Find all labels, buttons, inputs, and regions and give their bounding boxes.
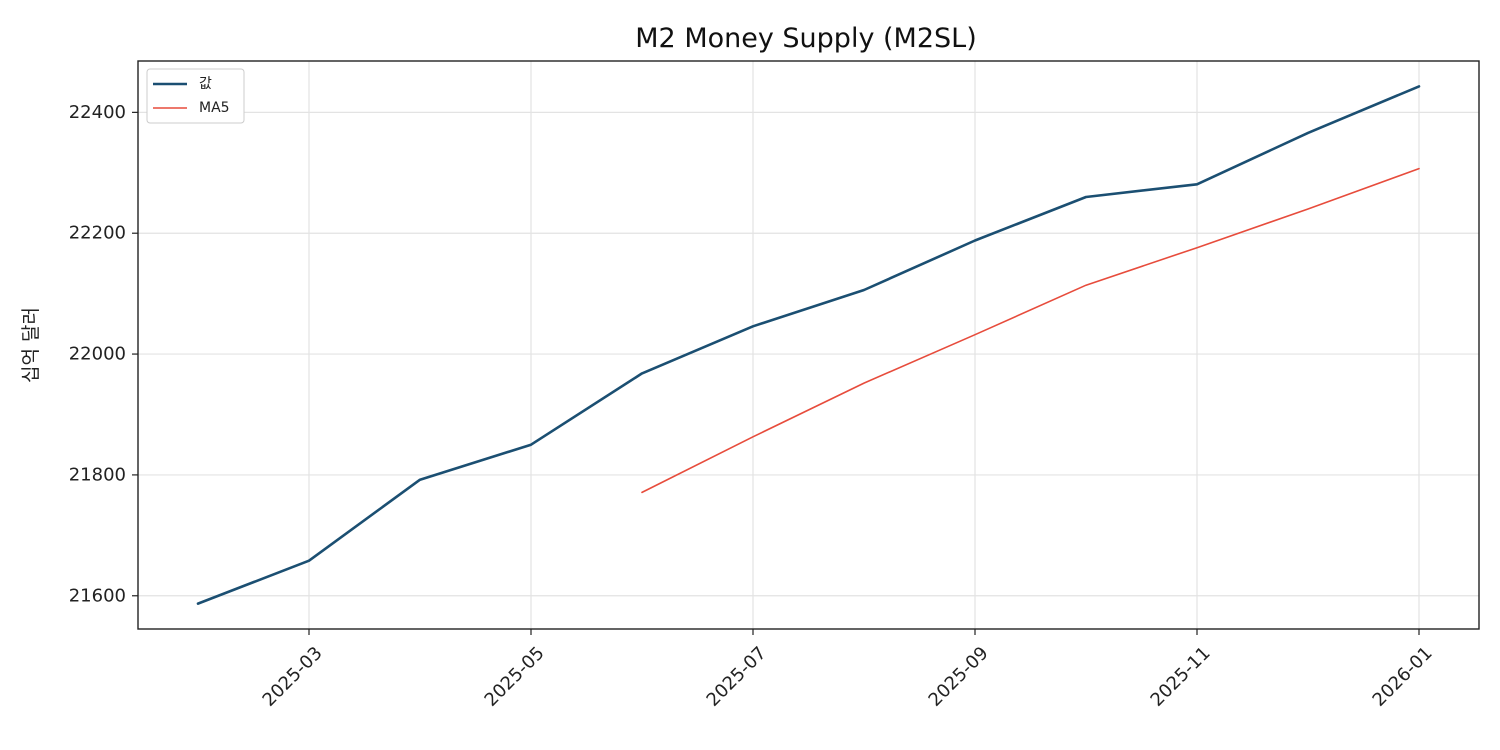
y-tick-label: 22400 bbox=[69, 102, 126, 123]
x-tick-label: 2025-07 bbox=[703, 643, 771, 711]
grid bbox=[138, 61, 1479, 629]
legend-label: MA5 bbox=[199, 100, 230, 116]
y-tick-label: 21600 bbox=[69, 585, 126, 606]
plot-frame bbox=[137, 60, 1480, 630]
x-tick-label: 2025-03 bbox=[259, 643, 327, 711]
y-tick-label: 22200 bbox=[69, 223, 126, 244]
y-axis-label: 십억 달러 bbox=[20, 307, 42, 383]
x-tick-label: 2026-01 bbox=[1369, 643, 1437, 711]
chart-title: M2 Money Supply (M2SL) bbox=[635, 23, 976, 54]
y-axis: 21600 21800 22000 22200 22400 bbox=[69, 102, 138, 606]
legend-label: 값 bbox=[199, 76, 212, 92]
x-tick-label: 2025-11 bbox=[1147, 643, 1215, 711]
legend: 값 MA5 bbox=[146, 68, 245, 124]
x-tick-label: 2025-09 bbox=[925, 643, 993, 711]
legend-box bbox=[146, 68, 245, 124]
y-tick-label: 21800 bbox=[69, 464, 126, 485]
y-tick-label: 22000 bbox=[69, 344, 126, 365]
x-tick-label: 2025-05 bbox=[481, 643, 549, 711]
series-line-1 bbox=[196, 85, 1421, 605]
x-axis: 2025-03 2025-05 2025-07 2025-09 2025-11 2026-… bbox=[259, 629, 1437, 711]
series-lines bbox=[196, 85, 1421, 605]
series-line-2 bbox=[641, 167, 1420, 494]
